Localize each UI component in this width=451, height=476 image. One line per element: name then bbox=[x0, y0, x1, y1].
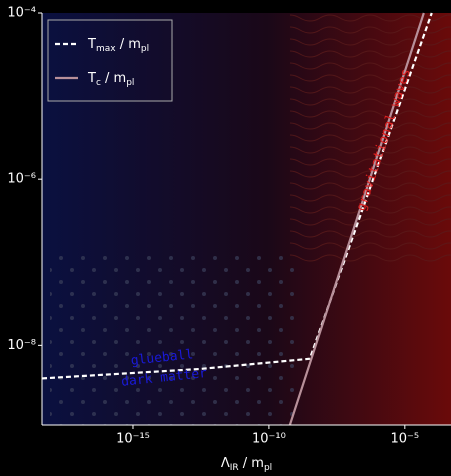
y-tick-label: 10⁻⁴ bbox=[7, 6, 36, 21]
text-part: T bbox=[87, 37, 96, 52]
y-tick-label: 10⁻⁶ bbox=[7, 172, 36, 187]
series-line bbox=[288, 12, 425, 426]
text-part: Λ bbox=[221, 456, 230, 471]
subscript: pl bbox=[264, 463, 272, 473]
text-part: / m bbox=[116, 37, 141, 52]
legend-label: Tc / mpl bbox=[87, 71, 134, 88]
subscript: c bbox=[96, 78, 101, 88]
x-tick-label: 10⁻⁵ bbox=[391, 432, 420, 447]
wave-texture bbox=[290, 13, 451, 263]
subscript: pl bbox=[126, 78, 134, 88]
x-tick-label: 10⁻¹⁵ bbox=[116, 432, 150, 447]
legend-box bbox=[47, 19, 173, 102]
subscript: max bbox=[96, 44, 116, 54]
x-tick-label: 10⁻¹⁰ bbox=[252, 432, 286, 447]
subscript: pl bbox=[141, 44, 149, 54]
dot-texture bbox=[50, 250, 300, 425]
x-axis-label: ΛIR / mpl bbox=[221, 456, 272, 473]
plot-layer bbox=[41, 12, 433, 426]
annotation-text: glueball bbox=[130, 347, 194, 368]
subscript: IR bbox=[230, 463, 239, 473]
legend-label: Tmax / mpl bbox=[87, 37, 149, 54]
y-tick-label: 10⁻⁸ bbox=[7, 338, 36, 353]
text-part: T bbox=[87, 71, 96, 86]
series-line bbox=[41, 12, 433, 380]
text-part: / m bbox=[101, 71, 126, 86]
text-part: / m bbox=[239, 456, 264, 471]
